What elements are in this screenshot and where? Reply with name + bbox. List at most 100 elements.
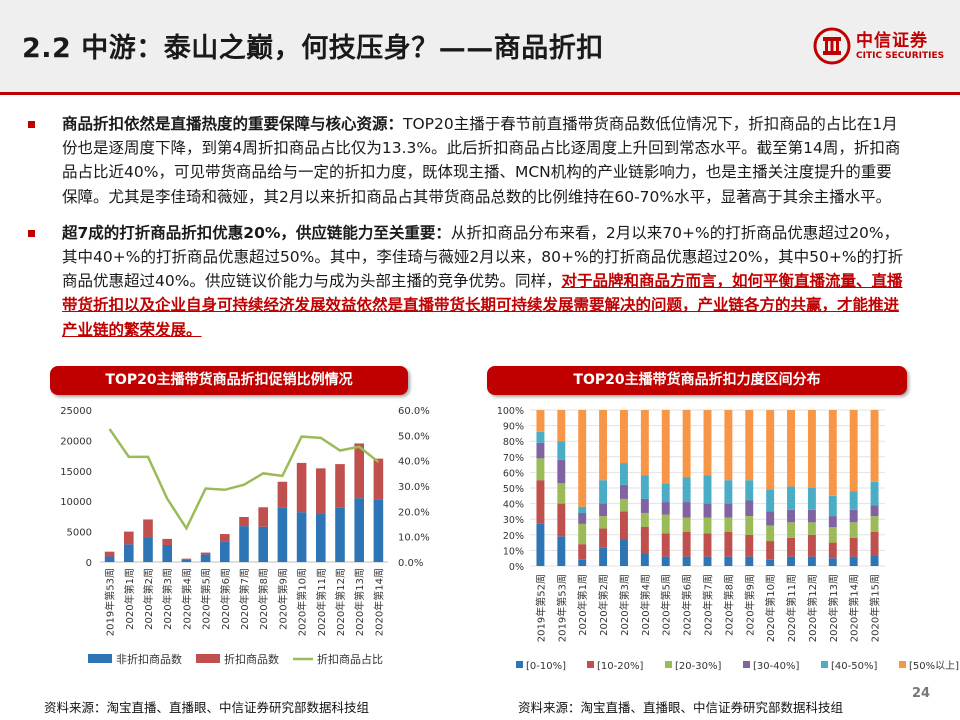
bar-segment-0	[745, 556, 754, 566]
right-chart-title: TOP20主播带货商品折扣力度区间分布	[487, 366, 907, 395]
bar-segment-0	[557, 536, 566, 566]
legend-swatch	[821, 661, 828, 668]
bar-segment-1	[599, 528, 608, 548]
x-tick-label: 2020年第12周	[334, 568, 347, 636]
bullet-heading: 商品折扣依然是直播热度的重要保障与核心资源：	[62, 115, 404, 133]
bar-segment-2	[536, 458, 545, 481]
y-right-tick-label: 20.0%	[398, 507, 430, 518]
y-right-tick-label: 40.0%	[398, 457, 430, 468]
citic-logo: 中信证券 CITIC SECURITIES	[812, 24, 952, 70]
bar-segment-5	[849, 410, 858, 492]
bar-segment-3	[620, 484, 628, 499]
bar-segment-1	[766, 541, 775, 560]
bar-segment-0	[536, 523, 545, 566]
citic-logo-icon	[813, 27, 851, 65]
bar-non-discount	[181, 559, 192, 562]
bar-non-discount	[373, 499, 384, 562]
x-tick-label: 2020年第5周	[660, 574, 673, 636]
x-tick-label: 2020年第5周	[200, 568, 213, 630]
bar-segment-2	[620, 498, 628, 512]
bar-segment-0	[870, 555, 879, 566]
bar-segment-1	[703, 533, 712, 557]
x-tick-label: 2020年第14周	[848, 574, 861, 642]
bar-segment-4	[661, 483, 670, 503]
x-tick-label: 2020年第2周	[597, 574, 610, 636]
bar-segment-3	[870, 505, 879, 517]
bar-segment-0	[661, 556, 670, 566]
bar-discount	[104, 551, 115, 557]
bar-segment-0	[724, 556, 733, 566]
logo-subtitle: CITIC SECURITIES	[856, 51, 945, 61]
bar-discount	[277, 481, 288, 508]
bar-non-discount	[143, 537, 153, 562]
bar-discount	[239, 517, 249, 527]
bar-segment-3	[703, 503, 712, 518]
bar-segment-5	[745, 410, 754, 481]
bar-segment-4	[703, 475, 712, 504]
bar-discount	[162, 538, 172, 545]
x-tick-label: 2020年第11周	[315, 568, 328, 636]
bullet-item: 超7成的打折商品折扣优惠20%，供应链能力至关重要：从折扣商品分布来看，2月以来…	[26, 221, 906, 342]
x-tick-label: 2020年第10周	[296, 568, 309, 636]
bar-segment-4	[557, 441, 566, 460]
bar-segment-1	[578, 544, 587, 560]
bar-segment-3	[599, 503, 608, 517]
legend-label: [50%以上]	[909, 660, 959, 672]
y-right-tick-label: 60.0%	[398, 406, 430, 417]
legend-bar-swatch	[196, 654, 220, 663]
legend-swatch	[587, 661, 594, 668]
legend-label: [20-30%]	[675, 661, 721, 672]
bar-segment-4	[828, 495, 837, 517]
bar-segment-2	[828, 527, 837, 543]
y-tick-label: 30%	[503, 515, 524, 526]
left-chart: 0 5000 10000 15000 20000 25000 0.0% 10.0% 20.0% 3…	[60, 406, 430, 666]
bullet-square-icon	[28, 121, 35, 128]
legend-swatch	[899, 661, 906, 668]
x-tick-label: 2020年第10周	[764, 574, 777, 642]
legend-label: [0-10%]	[526, 661, 566, 672]
legend-label: [40-50%]	[831, 661, 877, 672]
legend-label: [10-20%]	[597, 661, 643, 672]
legend-label: 折扣商品数	[224, 652, 279, 666]
left-chart-title: TOP20主播带货商品折扣促销比例情况	[50, 366, 408, 395]
bar-segment-5	[787, 410, 795, 487]
bar-segment-2	[766, 525, 775, 542]
bar-segment-5	[661, 410, 670, 484]
bar-segment-3	[745, 500, 754, 517]
bar-segment-3	[661, 502, 670, 515]
y-tick-label: 20%	[503, 531, 524, 542]
y-tick-label: 40%	[503, 500, 524, 511]
x-tick-label: 2020年第12周	[806, 574, 819, 642]
bar-segment-5	[536, 410, 545, 432]
bar-segment-5	[620, 410, 628, 464]
line-discount-ratio	[108, 428, 380, 531]
bar-segment-2	[787, 522, 795, 538]
bar-segment-0	[682, 556, 691, 566]
bar-segment-1	[787, 537, 795, 557]
bar-segment-4	[724, 480, 733, 504]
bar-segment-1	[870, 531, 879, 556]
title-divider	[0, 92, 960, 95]
bar-segment-2	[578, 523, 587, 545]
x-tick-label: 2020年第6周	[219, 568, 232, 630]
bar-non-discount	[220, 541, 230, 562]
bar-segment-5	[578, 410, 587, 507]
x-tick-label: 2020年第7周	[702, 574, 715, 636]
y-right-tick-label: 30.0%	[398, 482, 430, 493]
y-tick-label: 80%	[503, 437, 524, 448]
y-left-tick-label: 10000	[60, 497, 92, 508]
bar-segment-2	[599, 516, 608, 529]
bar-segment-5	[870, 410, 879, 482]
bar-segment-4	[620, 463, 628, 485]
title-bar: 2.2 中游：泰山之巅，何技压身？——商品折扣 中信证券 CITIC SECUR…	[0, 0, 960, 92]
bar-segment-1	[745, 534, 754, 557]
bar-non-discount	[335, 507, 345, 562]
bar-discount	[296, 462, 307, 513]
x-tick-label: 2020年第14周	[372, 568, 385, 636]
bar-segment-0	[787, 556, 795, 566]
bar-segment-0	[640, 553, 649, 566]
bar-segment-5	[766, 410, 775, 490]
bar-non-discount	[354, 498, 364, 562]
y-right-tick-label: 0.0%	[398, 558, 423, 569]
bar-segment-2	[745, 516, 754, 535]
